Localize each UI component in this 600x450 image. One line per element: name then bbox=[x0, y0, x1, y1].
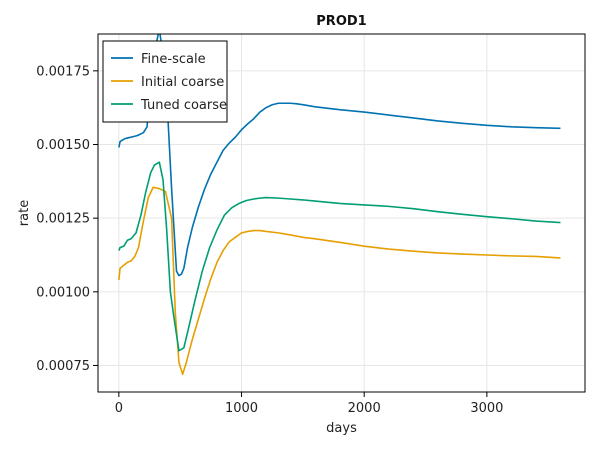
y-tick-label: 0.00175 bbox=[36, 64, 90, 79]
y-tick-label: 0.00150 bbox=[36, 138, 90, 153]
legend-label-fine-scale: Fine-scale bbox=[141, 52, 206, 67]
legend: Fine-scale Initial coarse Tuned coarse bbox=[102, 40, 228, 123]
y-tick-label: 0.00075 bbox=[36, 359, 90, 374]
series-line-initial-coarse bbox=[118, 186, 561, 376]
chart-title: PROD1 bbox=[316, 14, 366, 29]
x-tick-label: 2000 bbox=[348, 401, 381, 416]
x-tick-label: 3000 bbox=[470, 401, 503, 416]
y-axis-ticks: 0.00075 0.00100 0.00125 0.00150 0.00175 bbox=[36, 64, 98, 374]
x-axis-title: days bbox=[326, 421, 357, 436]
x-axis-ticks: 0 1000 2000 3000 bbox=[115, 392, 503, 416]
x-tick-label: 1000 bbox=[225, 401, 258, 416]
y-tick-label: 0.00100 bbox=[36, 285, 90, 300]
y-tick-label: 0.00125 bbox=[36, 212, 90, 227]
legend-label-tuned-coarse: Tuned coarse bbox=[140, 98, 227, 113]
y-axis-title: rate bbox=[17, 200, 32, 226]
plot-frame bbox=[97, 33, 586, 393]
x-tick-label: 0 bbox=[115, 401, 123, 416]
series-line-tuned-coarse bbox=[118, 161, 561, 352]
legend-label-initial-coarse: Initial coarse bbox=[141, 75, 224, 90]
